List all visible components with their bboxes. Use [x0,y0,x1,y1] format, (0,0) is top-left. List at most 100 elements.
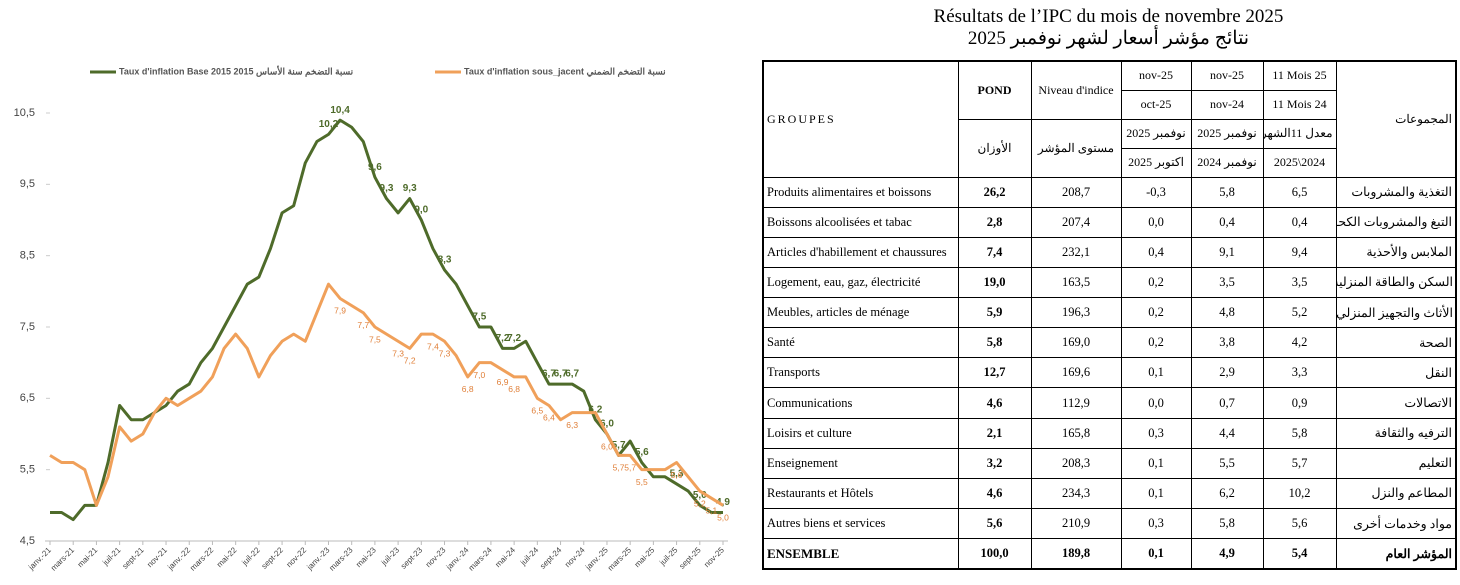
data-label: 6,2 [588,404,602,415]
table-cell: السكن والطاقة المنزلية [1335,266,1457,299]
table-cell: 0,1 [1120,538,1192,570]
y-tick-label: 5,5 [20,464,35,476]
x-tick-label: mai-22 [215,545,239,569]
table-cell: مواد وخدمات أخرى [1335,508,1457,540]
table-cell: التغذية والمشروبات [1335,176,1457,208]
data-label: 10,4 [330,105,350,116]
table-cell: 19,0 [957,266,1032,299]
table-cell: 208,7 [1030,176,1122,208]
header-cell: نوفمبر 2024 [1190,147,1264,178]
data-label: 9,3 [380,183,394,194]
table-cell: 6,5 [1262,176,1337,208]
table-cell: الصحة [1335,327,1457,359]
table-cell: 5,8 [1190,176,1264,208]
data-label: 6,8 [508,384,520,394]
table-cell: Communications [762,387,959,419]
table-cell: 4,8 [1190,297,1264,329]
x-tick-label: janv.-23 [305,545,332,572]
table-cell: 7,4 [957,236,1032,268]
table-heading: Résultats de l’IPC du mois de novembre 2… [762,6,1455,50]
table-cell: 207,4 [1030,206,1122,238]
data-label: 5,3 [670,469,684,480]
table-cell: 0,2 [1120,297,1192,329]
table-row: Restaurants et Hôtels 4,6 234,3 0,1 6,2 10,2 ا… [762,477,1457,510]
x-tick-label: sept-23 [399,545,425,571]
table-cell: 5,2 [1262,297,1337,329]
table-cell: ENSEMBLE [762,538,959,570]
x-tick-label: mars-22 [188,545,215,572]
table-cell: Logement, eau, gaz, électricité [762,266,959,299]
header-cell: POND [957,60,1032,120]
table-row: Meubles, articles de ménage 5,9 196,3 0,2 4,… [762,297,1457,329]
data-label: 5,6 [671,470,683,480]
table-cell: 165,8 [1030,417,1122,449]
data-label: 5,7 [613,463,625,473]
table-cell: 5,8 [1262,417,1337,449]
data-label: 4,9 [716,497,730,508]
x-tick-label: mai-24 [493,545,517,569]
table-row: Communications 4,6 112,9 0,0 0,7 0,9 الاتصالات [762,387,1457,419]
x-tick-label: mars-24 [467,545,494,572]
data-label: 6,5 [531,406,543,416]
table-cell: الأثاث والتجهيز المنزلي [1335,297,1457,329]
x-tick-label: mai-25 [633,545,657,569]
table-cell: 234,3 [1030,477,1122,510]
x-tick-label: sept-24 [538,545,564,571]
table-row: Transports 12,7 169,6 0,1 2,9 3,3 النقل [762,357,1457,389]
table-cell: 0,1 [1120,447,1192,479]
data-label: 5,0 [693,490,707,501]
data-label: 9,0 [414,205,428,216]
table-cell: Enseignement [762,447,959,479]
data-label: 7,2 [496,333,510,344]
header-cell: GROUPES [762,60,959,178]
x-tick-label: janv.-24 [444,545,471,572]
header-cell: المجموعات [1335,60,1457,178]
table-cell: 4,9 [1190,538,1264,570]
table-cell: 3,2 [957,447,1032,479]
table-cell: 0,1 [1120,477,1192,510]
data-label: 7,2 [507,333,521,344]
header-cell: nov-25 [1120,60,1192,91]
table-cell: النقل [1335,357,1457,389]
data-label: 6,4 [543,413,555,423]
table-cell: 5,8 [957,327,1032,359]
table-cell: 5,6 [957,508,1032,540]
cpi-table: GROUPES POND Niveau d'indice nov-25 nov-… [762,60,1457,570]
table-cell: Loisirs et culture [762,417,959,449]
table-cell: 3,8 [1190,327,1264,359]
y-tick-label: 8,5 [20,250,35,262]
data-label: 7,9 [334,306,346,316]
table-cell: 0,0 [1120,206,1192,238]
table-cell: 0,7 [1190,387,1264,419]
table-row: Produits alimentaires et boissons 26,2 208… [762,176,1457,208]
series-line [50,118,723,522]
data-label: 10,2 [319,119,339,130]
data-label: 5,6 [635,447,649,458]
data-label: 8,3 [438,255,452,266]
data-label: 6,0 [601,441,613,451]
table-cell: 3,3 [1262,357,1337,389]
data-label: 6,0 [600,419,614,430]
x-tick-label: nov-25 [702,545,726,569]
table-cell: 0,4 [1262,206,1337,238]
table-cell: 0,4 [1190,206,1264,238]
x-tick-label: mars-23 [327,545,354,572]
table-subtitle: نتائج مؤشر أسعار لشهر نوفمبر 2025 [967,28,1250,49]
table-cell: 4,2 [1262,327,1337,359]
table-cell: 0,4 [1120,236,1192,268]
table-cell: 169,0 [1030,327,1122,359]
table-row: ENSEMBLE 100,0 189,8 0,1 4,9 5,4 المؤشر العام [762,538,1457,570]
legend-label: Taux d'inflation sous_jacent نسبة التضخم… [464,66,666,77]
data-label: 7,7 [357,320,369,330]
table-cell: 5,8 [1190,508,1264,540]
x-tick-label: mars-21 [49,545,76,572]
header-cell: اكتوبر 2025 [1120,147,1192,178]
data-label: 7,4 [427,341,439,351]
table-cell: 232,1 [1030,236,1122,268]
table-cell: 10,2 [1262,477,1337,510]
data-label: 7,0 [473,370,485,380]
table-cell: 5,4 [1262,538,1337,570]
table-cell: 6,2 [1190,477,1264,510]
table-cell: Santé [762,327,959,359]
